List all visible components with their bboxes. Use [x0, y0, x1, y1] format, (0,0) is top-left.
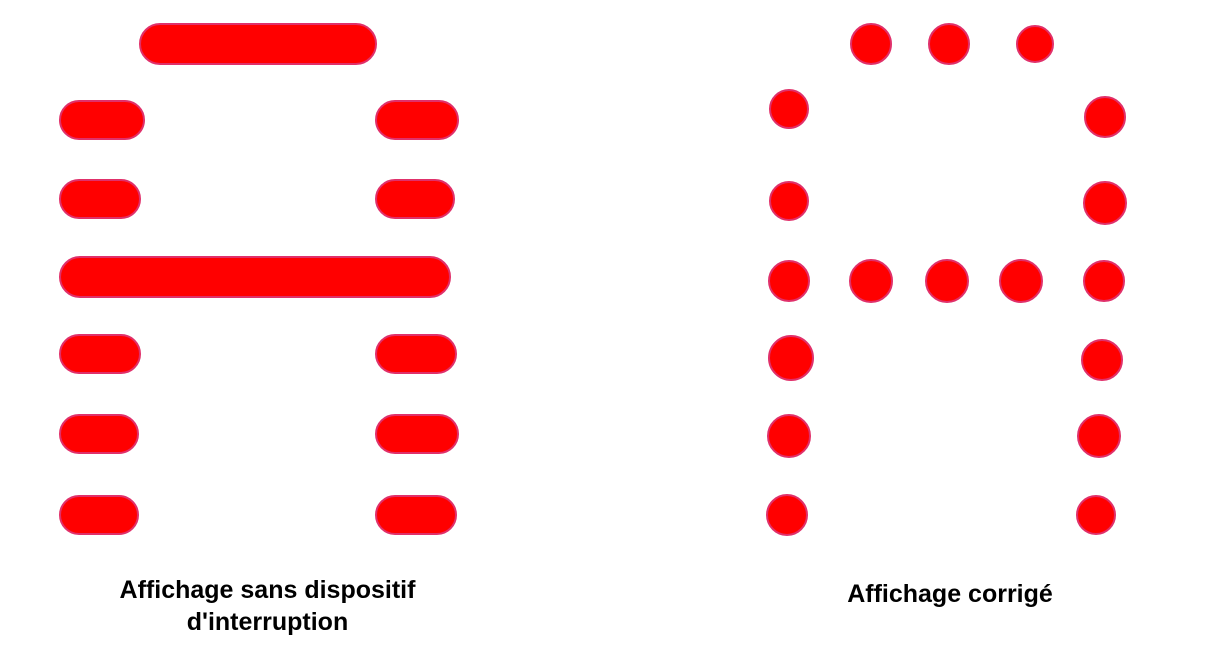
middle-dot — [849, 259, 893, 303]
caption-line-2: d'interruption — [186, 608, 349, 636]
right-dash — [375, 334, 457, 374]
left-column-dot — [767, 414, 811, 458]
caption-line-1: Affichage sans dispositif — [119, 576, 416, 604]
left-dash — [59, 179, 141, 219]
left-column-dot — [768, 260, 810, 302]
left-dash — [59, 495, 139, 535]
middle-dot — [999, 259, 1043, 303]
right-column-dot — [1083, 260, 1125, 302]
caption-corrected: Affichage corrigé — [847, 580, 1053, 608]
uninterrupted-display — [59, 23, 459, 535]
right-column-dot — [1076, 495, 1116, 535]
right-dash — [375, 179, 455, 219]
middle-dot — [925, 259, 969, 303]
left-dash — [59, 334, 141, 374]
left-column-dot — [769, 181, 809, 221]
left-column-dot — [768, 335, 814, 381]
right-column-dot — [1083, 181, 1127, 225]
right-column-dot — [1077, 414, 1121, 458]
top-dot — [850, 23, 892, 65]
top-dot — [1016, 25, 1054, 63]
corrected-display — [766, 23, 1127, 536]
right-dash — [375, 495, 457, 535]
right-dash — [375, 100, 459, 140]
left-column-dot — [769, 89, 809, 129]
left-dash — [59, 100, 145, 140]
left-column-dot — [766, 494, 808, 536]
top-bar — [139, 23, 377, 65]
right-dash — [375, 414, 459, 454]
caption-uninterrupted-display: Affichage sans dispositif d'interruption — [80, 574, 455, 638]
caption-corrected-display: Affichage corrigé — [800, 578, 1100, 610]
middle-bar — [59, 256, 451, 298]
right-column-dot — [1084, 96, 1126, 138]
top-dot — [928, 23, 970, 65]
right-column-dot — [1081, 339, 1123, 381]
left-dash — [59, 414, 139, 454]
